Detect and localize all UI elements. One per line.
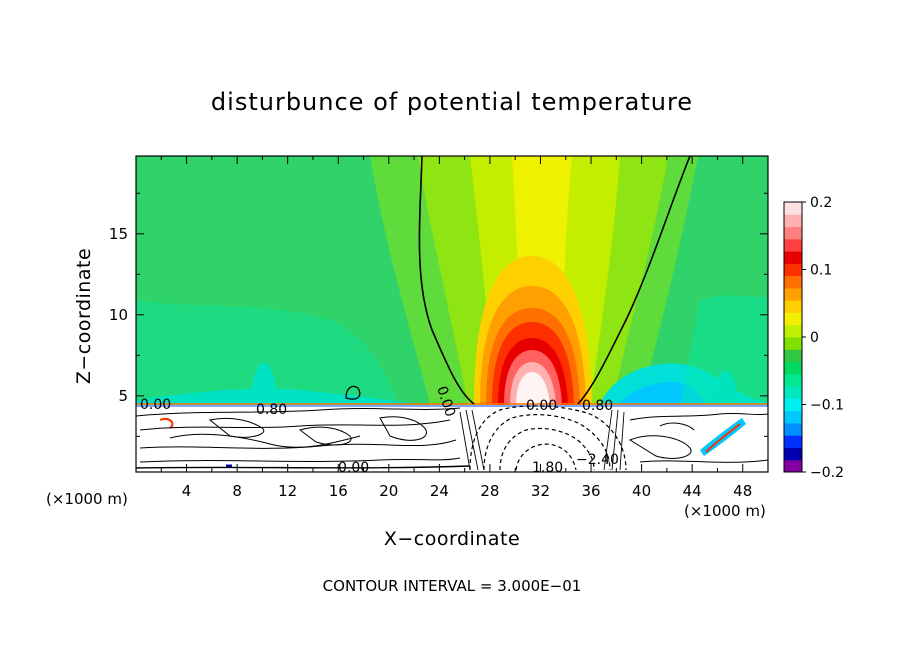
colorbar-tick-label: 0 [810, 330, 819, 346]
plot-frame [135, 155, 769, 473]
x-tick-label: 16 [329, 482, 348, 500]
x-unit-left: (×1000 m) [46, 490, 128, 508]
colorbar-swatch [784, 386, 802, 399]
colorbar-swatch [784, 435, 802, 448]
x-tick-label: 48 [733, 482, 752, 500]
colorbar-swatch [784, 410, 802, 424]
colorbar-swatch [784, 398, 802, 412]
x-tick-label: 28 [480, 482, 499, 500]
colorbar-tick-label: 0.1 [810, 263, 832, 279]
colorbar-swatch [784, 349, 802, 363]
y-axis: 5 10 15 [109, 192, 768, 437]
colorbar-swatch [784, 373, 802, 387]
y-tick-label: 10 [109, 306, 128, 324]
colorbar-swatch [784, 251, 802, 264]
colorbar-swatch [784, 287, 802, 301]
contour-lines [136, 156, 768, 471]
contour-label: 0.00 [526, 398, 557, 414]
contour-field [136, 156, 768, 472]
contour-label: 0.80 [582, 398, 613, 414]
colorbar-tick-label: 0.2 [810, 195, 832, 211]
x-axis-label: X−coordinate [383, 528, 521, 550]
colorbar-swatch [784, 275, 802, 289]
contour-interval: CONTOUR INTERVAL = 3.000E−01 [322, 577, 582, 595]
x-tick-label: 32 [531, 482, 550, 500]
contour-label: 0.80 [256, 402, 287, 418]
x-tick-label: 8 [232, 482, 242, 500]
colorbar-swatch [784, 337, 802, 350]
colorbar-swatch [784, 226, 802, 240]
contour-label: 1.80 [532, 460, 563, 476]
x-tick-label: 12 [278, 482, 297, 500]
colorbar-swatch [784, 202, 802, 215]
colorbar-swatch [784, 459, 802, 473]
colorbar-swatch [784, 361, 802, 375]
x-tick-label: 44 [683, 482, 702, 500]
chart-title: disturbunce of potential temperature [210, 88, 694, 116]
colorbar-tick-label: −0.1 [810, 398, 844, 414]
x-axis: 4 8 12 16 20 24 28 32 36 40 44 48 [160, 156, 752, 500]
contour-label: 0.00 [140, 397, 171, 413]
x-tick-label: 20 [379, 482, 398, 500]
x-tick-label: 40 [632, 482, 651, 500]
x-tick-label: 4 [182, 482, 192, 500]
colorbar: 0.2 0.1 0 −0.1 −0.2 [783, 195, 844, 481]
y-tick-label: 5 [118, 387, 128, 405]
colorbar-swatch [784, 324, 802, 338]
colorbar-swatch [784, 447, 802, 461]
y-tick-label: 15 [109, 225, 128, 243]
contour-label: 0.00 [338, 460, 369, 476]
x-tick-label: 24 [430, 482, 449, 500]
colorbar-tick-label: −0.2 [810, 465, 844, 481]
colorbar-swatch [784, 263, 802, 277]
contour-label: −2.40 [576, 452, 619, 468]
x-tick-label: 36 [581, 482, 600, 500]
colorbar-swatch [784, 300, 802, 313]
colorbar-swatch [784, 238, 802, 252]
colorbar-swatch [784, 214, 802, 228]
x-unit-right: (×1000 m) [684, 502, 766, 520]
colorbar-swatch [784, 312, 802, 326]
colorbar-swatch [784, 422, 802, 436]
